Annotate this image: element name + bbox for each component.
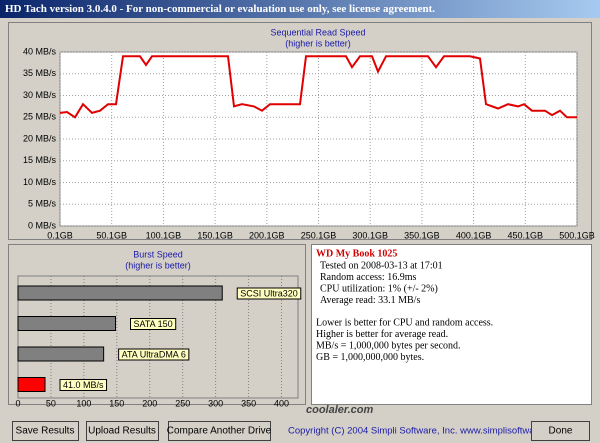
burst-bar xyxy=(17,285,223,301)
read-title: Sequential Read Speed xyxy=(270,27,365,37)
y-tick-label: 10 MB/s xyxy=(23,177,57,187)
label-box xyxy=(59,379,108,391)
label-box xyxy=(118,348,190,361)
x-tick-label: 100 xyxy=(76,398,91,408)
value-label: 41.0 MB/s xyxy=(63,380,104,390)
button-label: Upload Results xyxy=(88,426,156,437)
button-frame xyxy=(168,421,271,441)
label-box xyxy=(130,318,177,330)
y-tick-label: 0 MB/s xyxy=(28,220,57,230)
button-label: Done xyxy=(549,426,573,437)
x-tick-label: 0.1GB xyxy=(47,230,73,240)
button-frame xyxy=(12,421,79,441)
copyright: Copyright (C) 2004 Simpli Software, Inc.… xyxy=(288,426,564,437)
y-tick-label: 15 MB/s xyxy=(23,155,57,165)
burst-bar xyxy=(17,346,105,362)
x-tick-label: 350.1GB xyxy=(404,230,440,240)
info-panel xyxy=(311,244,592,405)
button-label: Compare Another Drive xyxy=(167,426,272,437)
x-tick-label: 150 xyxy=(109,398,124,408)
x-tick-label: 450.1GB xyxy=(508,230,544,240)
button-frame xyxy=(531,421,590,441)
y-tick-label: 35 MB/s xyxy=(23,68,57,78)
x-tick-label: 50 xyxy=(46,398,56,408)
bar-label: SATA 150 xyxy=(134,319,173,329)
button-frame xyxy=(86,421,159,441)
button[interactable]: Compare Another Drive xyxy=(167,421,272,441)
x-tick-label: 250.1GB xyxy=(301,230,337,240)
button-label: Save Results xyxy=(16,426,75,437)
x-tick-label: 100.1GB xyxy=(146,230,182,240)
y-tick-label: 30 MB/s xyxy=(23,90,57,100)
burst-title: Burst Speed xyxy=(133,249,183,259)
y-tick-label: 5 MB/s xyxy=(28,199,57,209)
x-tick-label: 300 xyxy=(208,398,223,408)
bar-label: ATA UltraDMA 6 xyxy=(122,349,186,359)
button[interactable]: Upload Results xyxy=(86,421,159,441)
y-tick-label: 40 MB/s xyxy=(23,46,57,56)
x-tick-label: 200.1GB xyxy=(249,230,285,240)
x-tick-label: 50.1GB xyxy=(96,230,127,240)
x-tick-label: 400 xyxy=(274,398,289,408)
x-tick-label: 150.1GB xyxy=(197,230,233,240)
burst-bar xyxy=(17,377,46,392)
info-line: Average read: 33.1 MB/s xyxy=(320,295,420,306)
y-tick-label: 20 MB/s xyxy=(23,133,57,143)
info-note: MB/s = 1,000,000 bytes per second. xyxy=(316,340,461,351)
info-note: Higher is better for average read. xyxy=(316,329,448,340)
x-tick-label: 200 xyxy=(142,398,157,408)
watermark: coolaler.com xyxy=(306,404,373,416)
info-note: GB = 1,000,000,000 bytes. xyxy=(316,352,424,363)
y-tick-label: 25 MB/s xyxy=(23,112,57,122)
read-subtitle: (higher is better) xyxy=(285,38,351,48)
window-title: HD Tach version 3.0.4.0 - For non-commer… xyxy=(5,3,435,15)
x-tick-label: 350 xyxy=(241,398,256,408)
drive-name: WD My Book 1025 xyxy=(316,248,397,259)
x-tick-label: 250 xyxy=(175,398,190,408)
label-box xyxy=(236,287,302,300)
info-line: Tested on 2008-03-13 at 17:01 xyxy=(320,260,443,271)
info-line: Random access: 16.9ms xyxy=(320,272,416,283)
info-note: Lower is better for CPU and random acces… xyxy=(316,317,493,328)
burst-bar xyxy=(17,316,117,331)
x-tick-label: 400.1GB xyxy=(456,230,492,240)
bar-label: SCSI Ultra320 xyxy=(240,288,298,298)
read-line xyxy=(59,55,577,119)
title-bar xyxy=(0,0,600,18)
button[interactable]: Save Results xyxy=(12,421,79,441)
x-tick-label: 500.1GB xyxy=(559,230,595,240)
burst-subtitle: (higher is better) xyxy=(125,260,191,270)
info-line: CPU utilization: 1% (+/- 2%) xyxy=(320,283,438,294)
x-tick-label: 300.1GB xyxy=(352,230,388,240)
done-button[interactable]: Done xyxy=(531,421,590,441)
x-tick-label: 0 xyxy=(15,398,20,408)
